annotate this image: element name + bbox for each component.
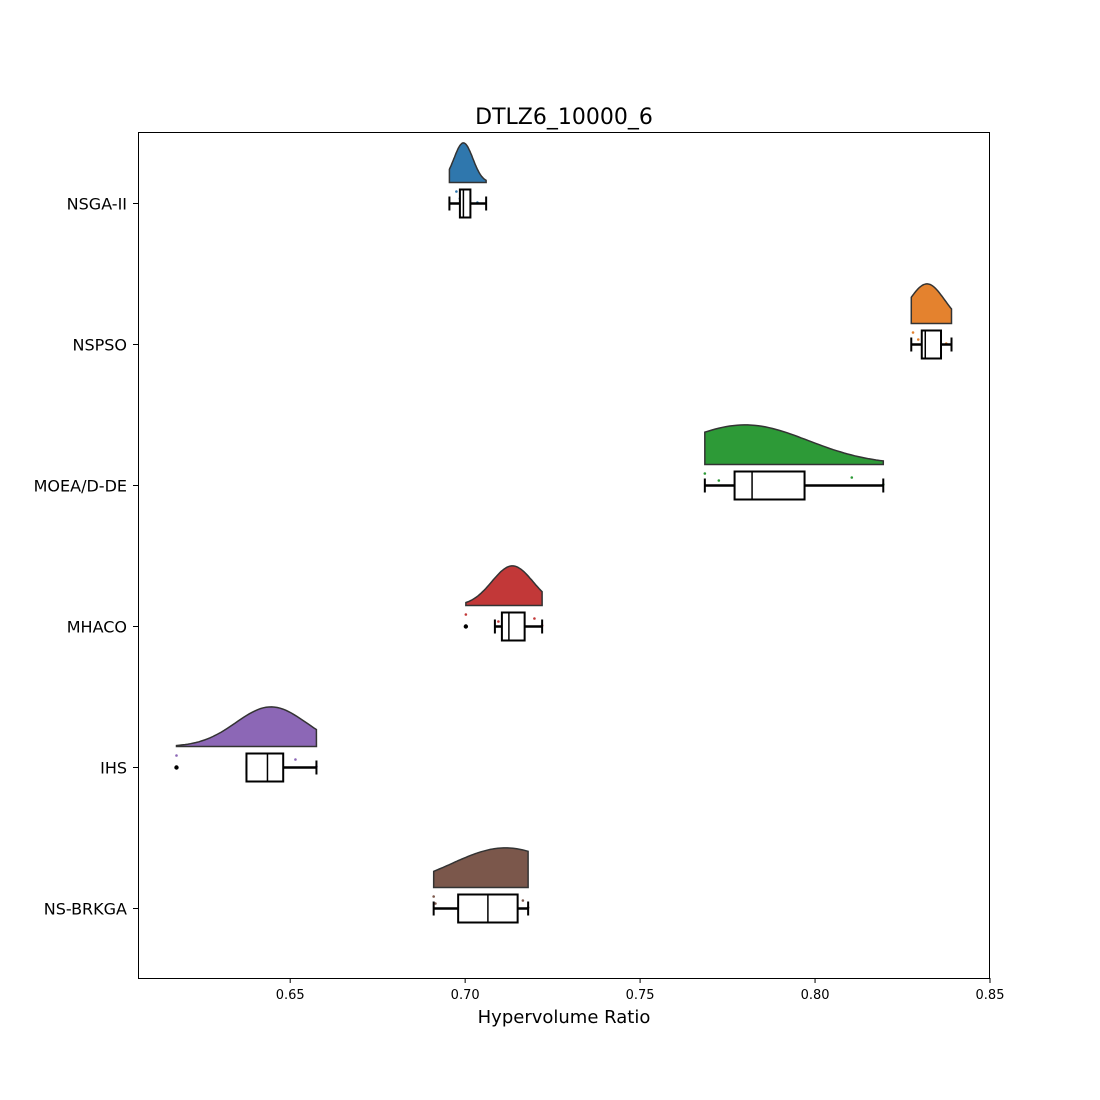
chart-title: DTLZ6_10000_6	[475, 105, 653, 130]
data-point	[175, 754, 178, 757]
box-iqr	[500, 611, 526, 642]
data-point	[521, 899, 525, 902]
series-ihs	[174, 706, 318, 783]
outlier-point	[463, 624, 469, 629]
x-tick-label: 0.65	[276, 988, 305, 1003]
y-tick-label: MHACO	[67, 618, 127, 637]
cloud-density	[910, 283, 953, 325]
y-tick-label: MOEA/D-DE	[34, 477, 127, 496]
data-point	[497, 620, 500, 623]
x-tick-label: 0.80	[801, 988, 830, 1003]
data-point	[533, 617, 536, 620]
series-ns-brkga	[432, 847, 530, 924]
plot-area	[174, 142, 953, 924]
data-point	[432, 895, 435, 898]
box-iqr	[920, 329, 943, 360]
series-nsga-ii	[448, 142, 488, 219]
cloud-density	[432, 847, 529, 889]
data-point	[703, 472, 707, 475]
cloud-density	[448, 142, 487, 184]
data-point	[455, 190, 458, 193]
series-nspso	[910, 283, 953, 360]
cloud-density	[465, 565, 543, 607]
data-point	[717, 479, 721, 482]
cloud-density	[175, 706, 318, 748]
y-tick-label: IHS	[100, 759, 127, 778]
y-tick-label: NSPSO	[72, 336, 127, 355]
outlier-point	[174, 765, 179, 770]
data-point	[464, 613, 468, 616]
x-axis-label: Hypervolume Ratio	[478, 1007, 651, 1028]
cloud-density	[704, 424, 885, 466]
y-axis: NSGA-II NSPSO MOEA/D-DE MHACO IHS NS-BRKGA	[34, 195, 138, 919]
data-point	[434, 902, 437, 905]
x-tick-label: 0.70	[451, 988, 480, 1003]
box-iqr	[733, 470, 806, 501]
data-point	[850, 476, 854, 479]
box-iqr	[245, 752, 285, 783]
x-tick-label: 0.85	[976, 988, 1005, 1003]
data-point	[916, 338, 920, 341]
y-tick-label: NS-BRKGA	[44, 900, 127, 919]
x-axis: 0.65 0.70 0.75 0.80 0.85	[276, 978, 1005, 1003]
box-iqr	[458, 188, 472, 219]
series-moea-d-de	[703, 424, 885, 501]
series-mhaco	[463, 565, 544, 642]
y-tick-label: NSGA-II	[67, 195, 127, 214]
x-tick-label: 0.75	[626, 988, 655, 1003]
plot-frame	[138, 132, 990, 979]
data-point	[294, 758, 297, 761]
data-point	[911, 331, 915, 334]
